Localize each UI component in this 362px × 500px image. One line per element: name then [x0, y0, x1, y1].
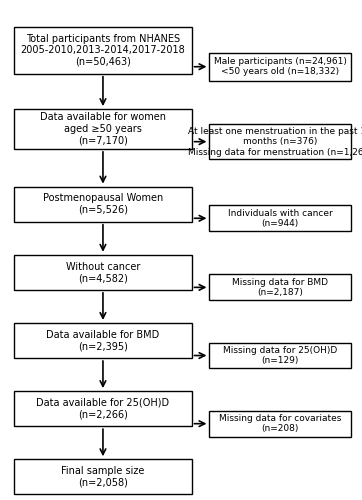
Text: Data available for women
aged ≥50 years
(n=7,170): Data available for women aged ≥50 years …: [40, 112, 166, 146]
Text: Missing data for 25(OH)D
(n=129): Missing data for 25(OH)D (n=129): [223, 346, 337, 365]
FancyBboxPatch shape: [14, 254, 191, 290]
FancyBboxPatch shape: [14, 109, 191, 149]
Text: Male participants (n=24,961)
<50 years old (n=18,332): Male participants (n=24,961) <50 years o…: [214, 57, 347, 76]
Text: Total participants from NHANES
2005-2010,2013-2014,2017-2018
(n=50,463): Total participants from NHANES 2005-2010…: [21, 34, 185, 67]
Text: Individuals with cancer
(n=944): Individuals with cancer (n=944): [228, 208, 333, 228]
FancyBboxPatch shape: [209, 342, 351, 368]
Text: Missing data for BMD
(n=2,187): Missing data for BMD (n=2,187): [232, 278, 328, 297]
Text: Postmenopausal Women
(n=5,526): Postmenopausal Women (n=5,526): [43, 194, 163, 215]
FancyBboxPatch shape: [209, 274, 351, 300]
FancyBboxPatch shape: [209, 410, 351, 436]
FancyBboxPatch shape: [14, 26, 191, 74]
FancyBboxPatch shape: [209, 52, 351, 81]
Text: At least one menstruation in the past 12
months (n=376)
Missing data for menstru: At least one menstruation in the past 12…: [188, 127, 362, 156]
Text: Data available for 25(OH)D
(n=2,266): Data available for 25(OH)D (n=2,266): [37, 398, 169, 419]
FancyBboxPatch shape: [14, 323, 191, 358]
Text: Without cancer
(n=4,582): Without cancer (n=4,582): [66, 262, 140, 283]
FancyBboxPatch shape: [14, 459, 191, 494]
FancyBboxPatch shape: [209, 124, 351, 160]
FancyBboxPatch shape: [14, 391, 191, 426]
Text: Missing data for covariates
(n=208): Missing data for covariates (n=208): [219, 414, 341, 434]
FancyBboxPatch shape: [209, 206, 351, 231]
Text: Data available for BMD
(n=2,395): Data available for BMD (n=2,395): [46, 330, 160, 351]
Text: Final sample size
(n=2,058): Final sample size (n=2,058): [61, 466, 145, 487]
FancyBboxPatch shape: [14, 186, 191, 222]
